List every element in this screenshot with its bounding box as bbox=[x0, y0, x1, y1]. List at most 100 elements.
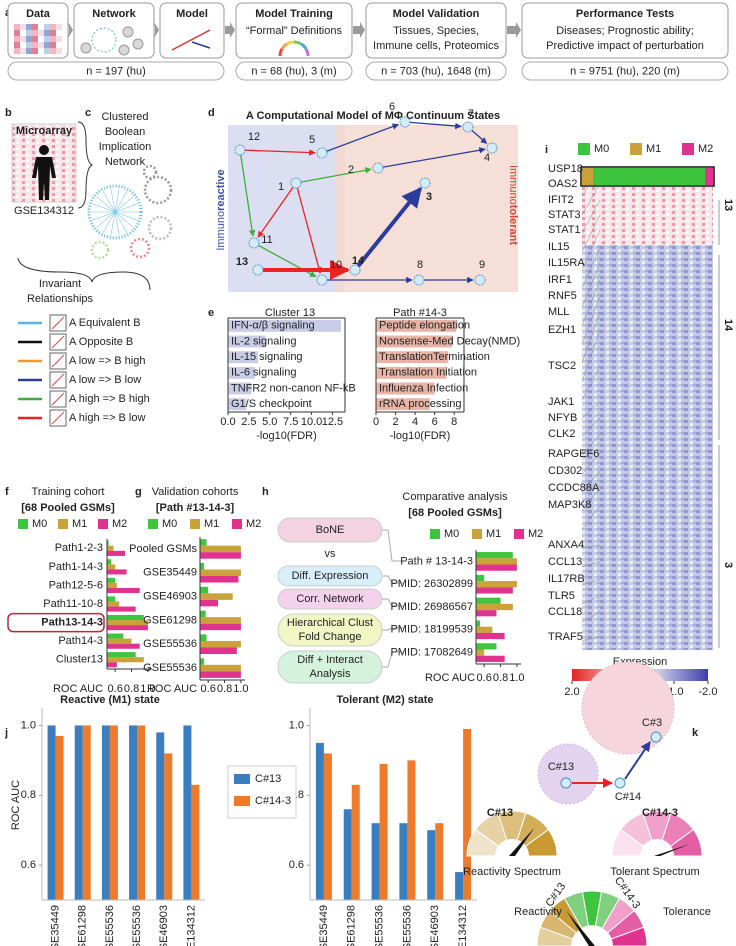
microarray-title: Microarray bbox=[16, 125, 73, 137]
gene-label: MLL bbox=[548, 306, 569, 318]
person-body bbox=[32, 157, 56, 200]
gene-leader bbox=[581, 311, 601, 364]
step-title: Model Training bbox=[255, 8, 333, 20]
count-text: n = 9751 (hu), 220 (m) bbox=[570, 65, 680, 77]
panel-letter: i bbox=[545, 144, 548, 156]
gene-label: STAT1 bbox=[548, 224, 581, 236]
category-label: TranslationTermination bbox=[379, 351, 490, 363]
y-axis-label: ROC AUC bbox=[10, 780, 22, 830]
category-label: IL-15 signaling bbox=[231, 351, 303, 363]
x-tick-label: 0.6 bbox=[108, 683, 123, 695]
bar bbox=[109, 725, 118, 900]
bar bbox=[200, 623, 241, 631]
icon bbox=[14, 42, 20, 48]
model-node bbox=[399, 116, 411, 128]
bar bbox=[107, 577, 116, 583]
heatmap bbox=[582, 187, 713, 245]
x-tick-label: 6 bbox=[432, 416, 438, 428]
x-tick-label: 0.6 bbox=[477, 672, 492, 684]
x-tick-label: 0.0 bbox=[220, 416, 235, 428]
gene-leader bbox=[581, 246, 601, 289]
x-tick-label: GSE134312 bbox=[185, 905, 197, 946]
legend-swatch bbox=[472, 529, 482, 539]
step-title: Performance Tests bbox=[576, 8, 674, 20]
chart-title: Tolerant (M2) state bbox=[337, 694, 434, 706]
bar bbox=[200, 610, 206, 618]
icon bbox=[32, 30, 38, 36]
gauge-title: C#14-3 bbox=[642, 807, 678, 819]
bar bbox=[371, 823, 380, 900]
node-label: 12 bbox=[248, 131, 260, 143]
legend-swatch bbox=[18, 519, 28, 529]
model-node bbox=[419, 177, 431, 189]
category-label: Path11-10-8 bbox=[43, 598, 103, 610]
icon bbox=[20, 24, 26, 30]
network-edge bbox=[96, 196, 116, 213]
model-node bbox=[316, 274, 328, 286]
model-node bbox=[486, 142, 498, 154]
cluster-label: 14 bbox=[722, 319, 734, 332]
category-label: PMID: 26986567 bbox=[390, 601, 473, 613]
step-box bbox=[521, 2, 729, 59]
legend-label: M2 bbox=[528, 528, 543, 540]
k-node bbox=[650, 731, 662, 743]
icon bbox=[32, 24, 38, 30]
bar bbox=[476, 620, 481, 627]
gene-label: OAS2 bbox=[548, 178, 577, 190]
x-tick-label: GSE46903 bbox=[158, 905, 170, 946]
relationship-icon bbox=[51, 335, 65, 349]
icon bbox=[50, 24, 56, 30]
bar bbox=[74, 725, 83, 900]
state-suffix: tolerant bbox=[507, 205, 519, 246]
network-edge bbox=[114, 211, 128, 233]
model-node bbox=[413, 274, 425, 286]
bar bbox=[455, 872, 464, 900]
gene-label: TRAF5 bbox=[548, 631, 583, 643]
icon bbox=[26, 48, 32, 54]
bar bbox=[200, 593, 233, 600]
icon bbox=[20, 48, 26, 54]
gene-leader bbox=[581, 578, 601, 586]
network bbox=[87, 184, 143, 240]
legend-swatch bbox=[234, 774, 250, 784]
k-node bbox=[614, 777, 626, 789]
legend-label: M1 bbox=[646, 143, 661, 155]
dataset: GSE134312 bbox=[14, 205, 74, 217]
x-tick-label: 1.0 bbox=[140, 683, 155, 695]
x-tick-label: GSE134312 bbox=[457, 905, 469, 946]
method-label: Corr. Network bbox=[296, 593, 364, 605]
gene-leader bbox=[581, 470, 601, 493]
x-tick-label: 5.0 bbox=[262, 416, 277, 428]
network bbox=[90, 240, 110, 260]
category-label: Path14-3 bbox=[58, 635, 103, 647]
gene-leader bbox=[581, 279, 601, 326]
bar bbox=[107, 587, 140, 594]
bar bbox=[129, 725, 138, 900]
icon bbox=[56, 36, 62, 42]
category-label: Influenza Infection bbox=[379, 382, 468, 394]
x-tick-label: GSE55536 bbox=[401, 905, 413, 946]
network-edge bbox=[96, 211, 116, 228]
bar bbox=[228, 351, 259, 364]
gene-leader bbox=[581, 183, 601, 215]
legend-swatch bbox=[234, 796, 250, 806]
icon bbox=[32, 36, 38, 42]
category-label: G1/S checkpoint bbox=[231, 398, 312, 410]
gene-leader bbox=[581, 401, 601, 419]
x-axis-label: ROC AUC bbox=[425, 672, 475, 684]
x-tick-label: 8 bbox=[451, 416, 457, 428]
x-tick-label: 7.5 bbox=[283, 416, 298, 428]
model-edge bbox=[295, 167, 372, 184]
icon bbox=[38, 30, 44, 36]
node-label: 13 bbox=[236, 256, 248, 268]
category-label: PMID: 17082649 bbox=[390, 647, 473, 659]
gene-leader bbox=[581, 365, 601, 401]
bar bbox=[228, 382, 252, 395]
method-connector bbox=[382, 575, 404, 584]
state-label: Immunotolerant bbox=[507, 165, 519, 245]
legend-label: M0 bbox=[594, 143, 609, 155]
chart-title: Training cohort bbox=[32, 486, 105, 498]
icon bbox=[56, 42, 62, 48]
category-label: GSE55536 bbox=[143, 638, 197, 650]
icon bbox=[278, 48, 284, 57]
